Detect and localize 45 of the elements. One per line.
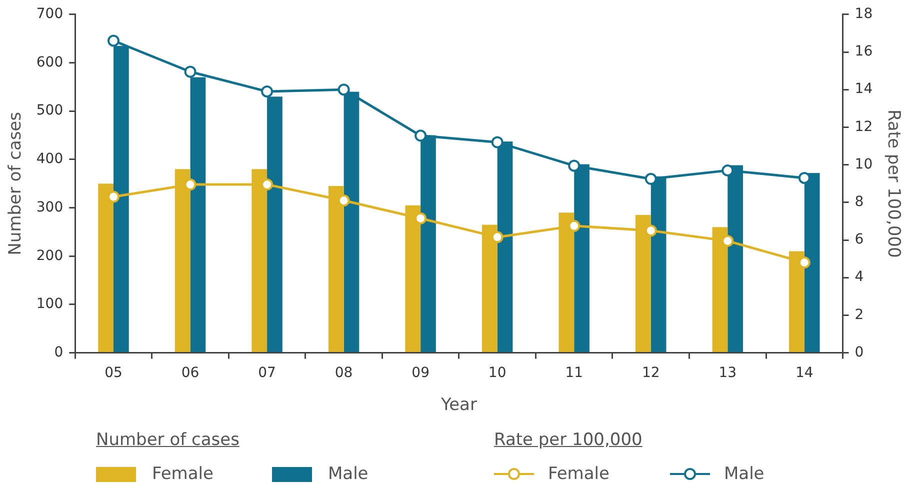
x-tick-label: 07 — [258, 364, 276, 381]
y-tick-label: 700 — [36, 6, 64, 22]
y-tick-label: 400 — [36, 151, 64, 168]
y-axis-title: Number of cases — [6, 112, 26, 256]
y-tick-label: 300 — [36, 199, 64, 216]
y2-tick-label: 18 — [854, 6, 873, 22]
x-tick-label: 13 — [718, 364, 737, 381]
x-axis-title: Year — [440, 395, 477, 416]
y-tick-label: 200 — [36, 248, 64, 264]
x-tick-label: 08 — [334, 364, 353, 381]
legend-label: Female — [548, 464, 610, 484]
y2-tick-label: 10 — [854, 156, 873, 172]
y-tick-label: 500 — [36, 102, 64, 119]
point — [568, 160, 580, 172]
y2-tick-label: 12 — [854, 118, 873, 135]
point — [108, 34, 120, 47]
x-tick-label: 12 — [642, 364, 660, 381]
y-tick-label: 0 — [54, 344, 64, 360]
legend-label: Male — [328, 464, 368, 484]
point — [338, 84, 350, 96]
y-tick-label: 100 — [36, 296, 64, 312]
y2-tick-label: 6 — [854, 232, 864, 248]
y2-tick-label: 14 — [854, 81, 873, 98]
y2-tick-label: 2 — [854, 306, 864, 323]
y-tick-label: 600 — [36, 54, 64, 70]
y2-tick-label: 4 — [854, 269, 864, 286]
y2-axis-title: Rate per 100,000 — [883, 109, 904, 258]
y2-tick-label: 0 — [854, 344, 864, 360]
x-tick-label: 05 — [104, 364, 122, 381]
point — [184, 66, 196, 78]
point — [261, 85, 274, 98]
x-tick-label: 09 — [412, 364, 430, 381]
legend-label: Male — [724, 464, 764, 484]
point — [491, 136, 504, 148]
legend-label: Female — [152, 464, 214, 484]
y2-tick-label: 16 — [854, 44, 873, 60]
y2-tick-label: 8 — [854, 194, 864, 210]
x-tick-label: 14 — [795, 364, 814, 381]
text: Rate per 100,000 — [494, 430, 642, 450]
point — [644, 172, 657, 185]
point — [414, 130, 427, 142]
x-tick-label: 11 — [565, 364, 584, 381]
x-tick-label: 06 — [181, 364, 200, 381]
x-tick-label: 10 — [488, 364, 506, 381]
text: Number of cases — [96, 430, 240, 450]
